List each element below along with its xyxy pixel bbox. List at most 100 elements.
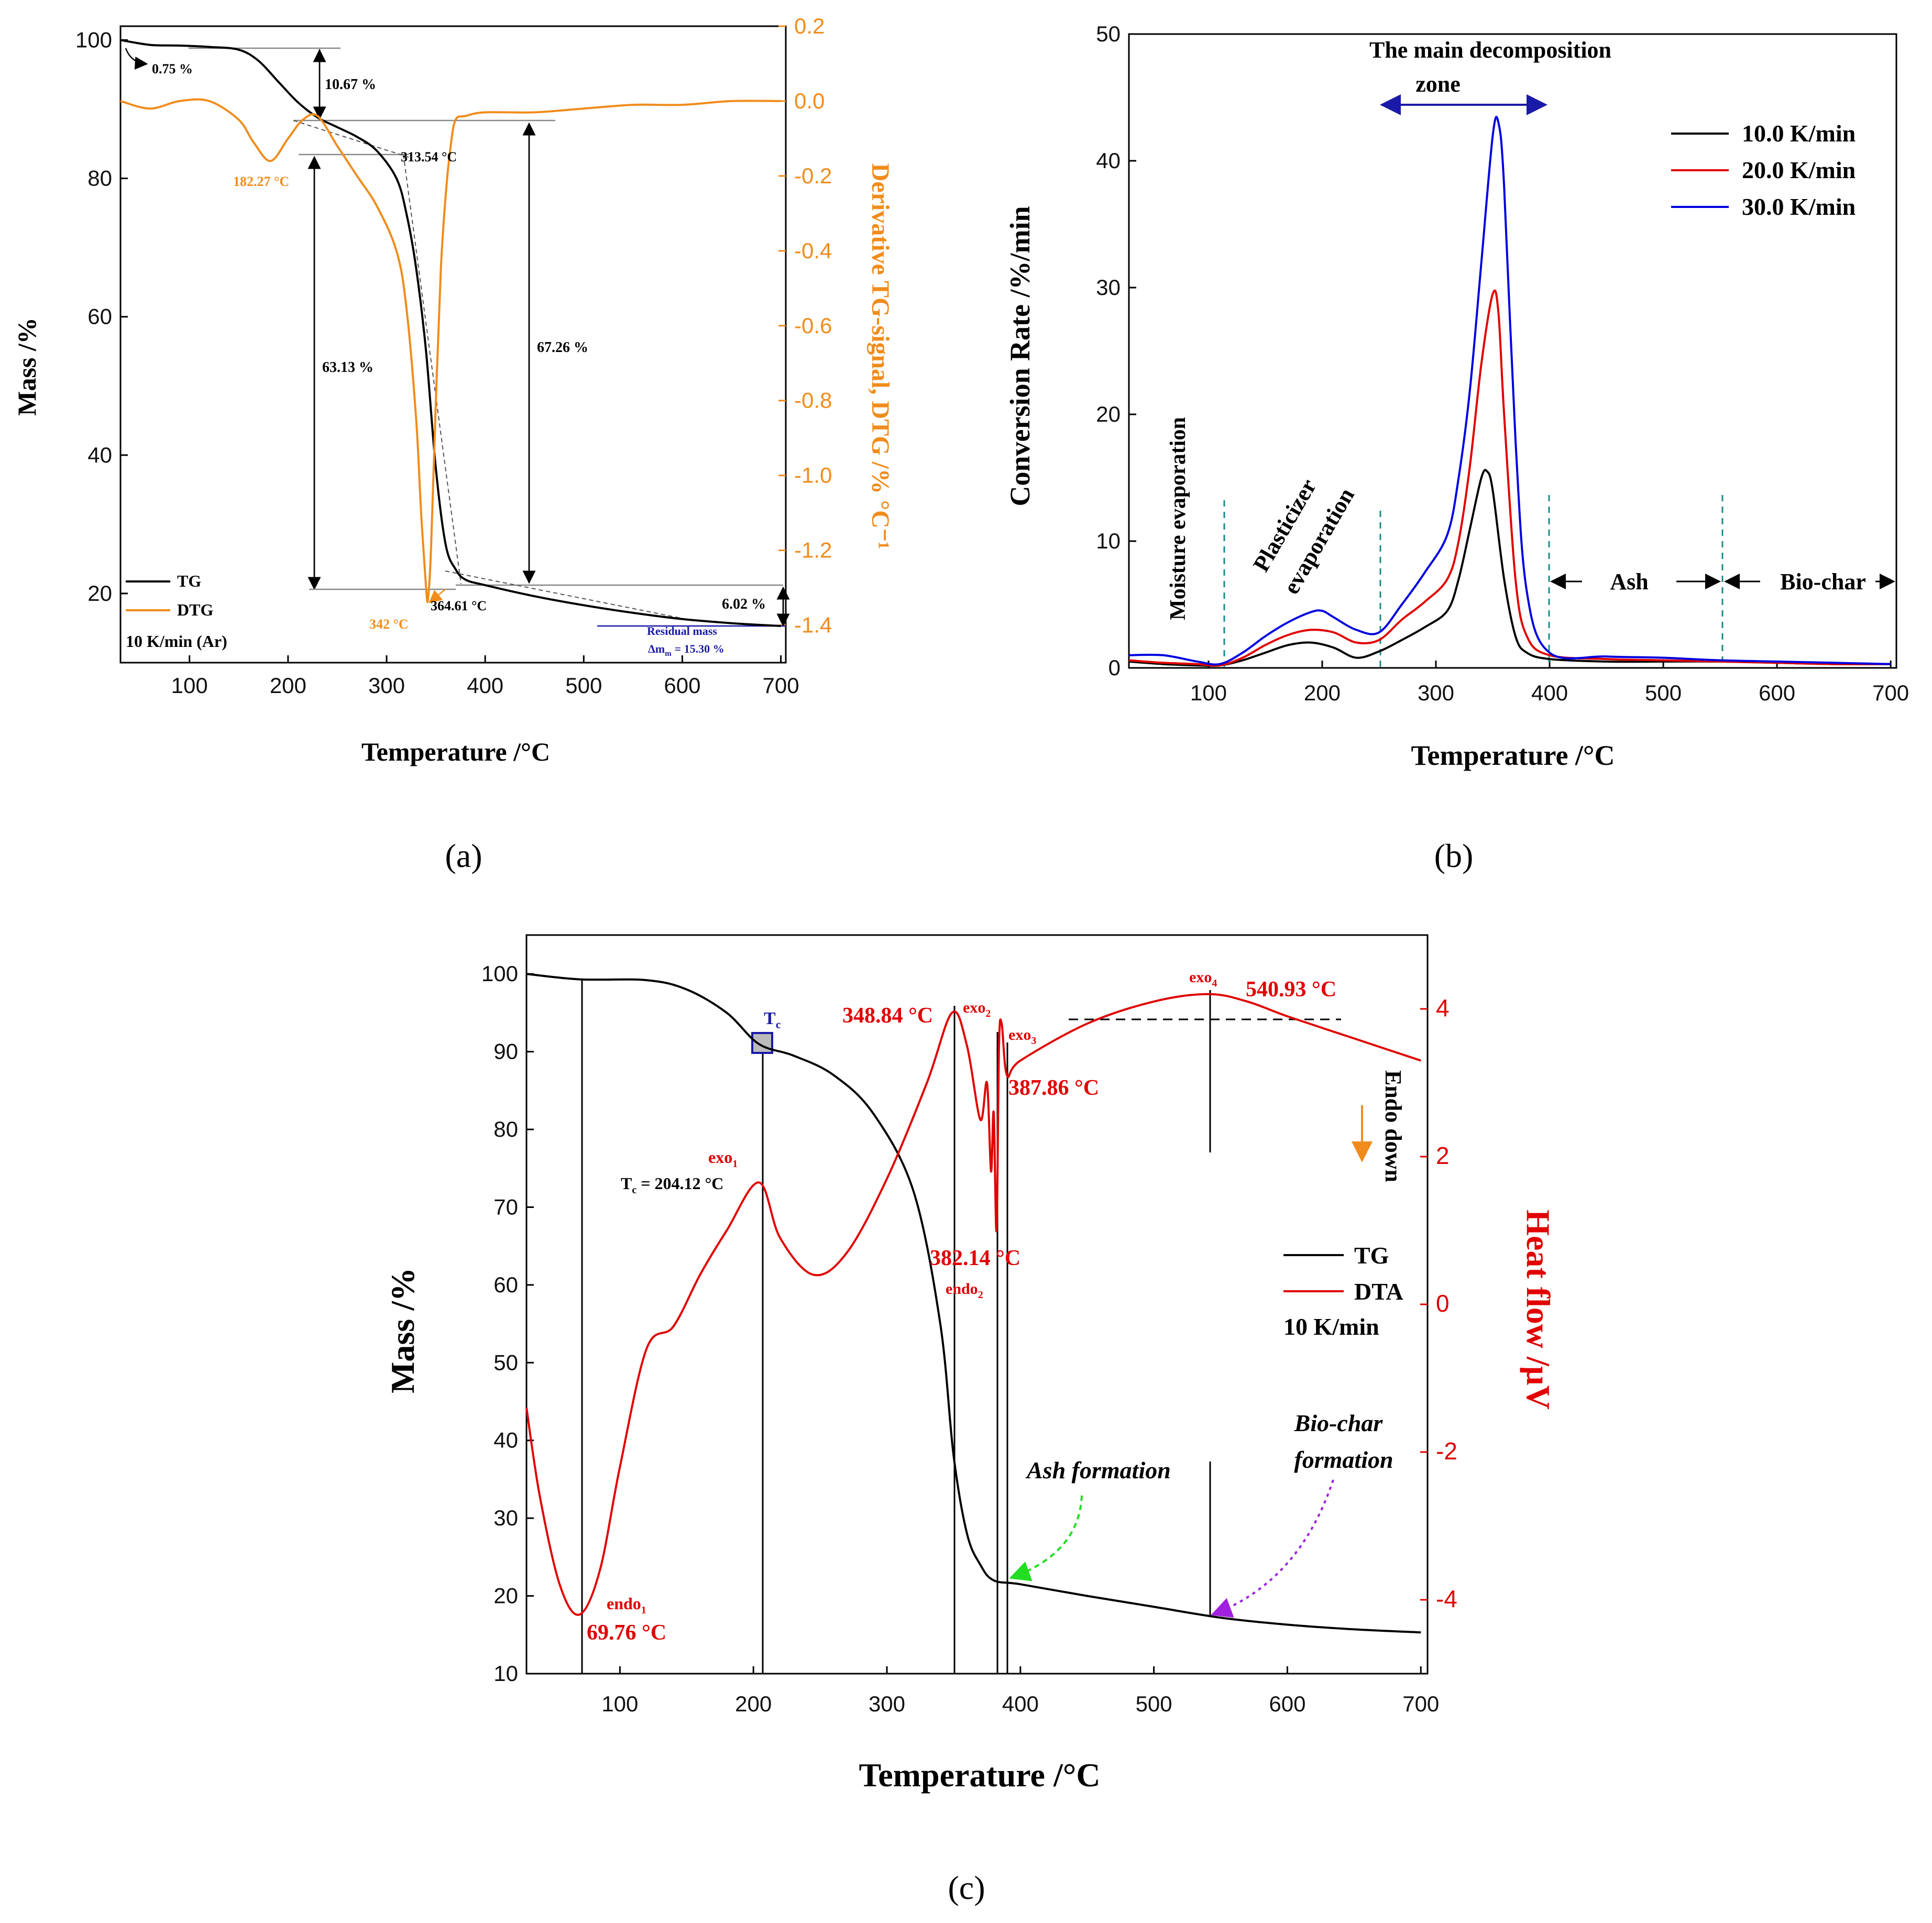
series-line-20k <box>1128 289 1891 667</box>
y-tick-label: 20 <box>87 581 112 606</box>
y-tick-label: 50 <box>493 1350 518 1375</box>
legend-label-10k: 10.0 K/min <box>1742 120 1856 147</box>
annotation: 67.26 % <box>537 339 588 356</box>
y2-tick-label: 0.2 <box>794 14 825 38</box>
y2-tick-label: 4 <box>1436 994 1450 1021</box>
series-line-dtg <box>120 98 781 603</box>
legend-label-dta: DTA <box>1354 1278 1403 1305</box>
annotation: exo4 <box>1189 969 1217 989</box>
annotation: 348.84 °C <box>842 1004 933 1028</box>
annotation: 69.76 °C <box>587 1621 666 1645</box>
legend: TG DTG 10 K/min (Ar) <box>126 572 227 651</box>
annotation: exo2 <box>963 999 991 1019</box>
annotation: 342 °C <box>369 617 409 632</box>
y2-tick-label: 2 <box>1436 1142 1450 1169</box>
x-tick-label: 500 <box>1645 680 1682 705</box>
annotation: endo2 <box>946 1280 983 1301</box>
y2-tick-label: -0.6 <box>794 313 832 338</box>
y-tick-label: 80 <box>493 1117 518 1141</box>
annotation: 63.13 % <box>322 359 374 376</box>
y2-tick-label: -0.4 <box>794 238 832 263</box>
annotation: 540.93 °C <box>1246 977 1336 1002</box>
y2-tick-label: -1.4 <box>794 613 832 638</box>
y-tick-label: 100 <box>481 961 518 986</box>
legend-label-30k: 30.0 K/min <box>1742 193 1856 220</box>
annotation: Ash formation <box>1025 1457 1171 1484</box>
y-tick-label: 20 <box>1096 402 1121 426</box>
annotation: Δmm = 15.30 % <box>648 642 724 658</box>
y-tick-label: 60 <box>87 304 112 329</box>
annotation-text: T <box>764 1009 776 1028</box>
x-tick-label: 200 <box>1304 680 1341 705</box>
annotation: exo1 <box>708 1148 738 1170</box>
annotation: Tc = 204.12 °C <box>621 1174 723 1196</box>
legend-label-rate: 10 K/min (Ar) <box>126 632 227 651</box>
series-line-tg <box>120 39 781 627</box>
series-line-dta <box>525 993 1421 1616</box>
tc-marker <box>751 1032 773 1054</box>
x-tick-label: 100 <box>1190 680 1227 705</box>
annotation: 6.02 % <box>722 596 766 612</box>
x-tick-label: 200 <box>270 673 306 698</box>
plot-frame <box>525 934 1429 1675</box>
x-axis-label: Temperature /°C <box>361 737 550 766</box>
ash-arrow <box>1009 1495 1083 1581</box>
annotation: 387.86 °C <box>1008 1076 1099 1100</box>
annotation: 382.14 °C <box>930 1246 1020 1270</box>
x-tick-label: 600 <box>1759 680 1795 705</box>
y-tick-label: 80 <box>87 166 112 191</box>
x-tick-label: 400 <box>1531 680 1568 705</box>
y-tick-label: 40 <box>493 1428 518 1453</box>
legend-label-rate: 10 K/min <box>1283 1313 1379 1340</box>
y-tick-label: 30 <box>493 1506 518 1530</box>
series-line-10k <box>1128 469 1891 667</box>
series-line-30k <box>1128 116 1891 666</box>
y-axis-label: Conversion Rate /%/min <box>1004 206 1036 507</box>
annotation-text: exo <box>708 1148 732 1167</box>
annotation: Endo down <box>1380 1070 1406 1182</box>
biochar-arrow <box>1211 1479 1334 1618</box>
annotation: endo1 <box>607 1594 646 1616</box>
y2-axis-label: Heat flow /µV <box>1520 1210 1557 1410</box>
y2-tick-label: -1.0 <box>794 463 832 488</box>
annotation-text: Δm <box>648 642 665 655</box>
x-tick-label: 600 <box>664 673 700 698</box>
zone-dividers <box>1223 495 1724 667</box>
annotation: 313.54 °C <box>401 149 457 164</box>
y-tick-label: 10 <box>1096 529 1121 553</box>
annotation: Bio-char <box>1294 1410 1384 1436</box>
x-tick-label: 300 <box>869 1691 905 1716</box>
y-tick-label: 0 <box>1108 655 1121 680</box>
legend-label-tg: TG <box>177 572 201 590</box>
annotation: 0.75 % <box>152 61 193 76</box>
annotation-subscript: 2 <box>978 1289 983 1301</box>
annotation: formation <box>1294 1446 1393 1473</box>
x-tick-label: 300 <box>1418 680 1454 705</box>
annotation: Residual mass <box>647 624 717 638</box>
y-tick-label: 50 <box>1096 21 1121 46</box>
x-tick-label: 400 <box>1002 1691 1039 1716</box>
y2-tick-label: -4 <box>1436 1585 1457 1612</box>
annotation-subscript: c <box>632 1184 636 1196</box>
y2-tick-label: -0.2 <box>794 163 832 188</box>
annotation: The main decomposition <box>1369 37 1611 63</box>
annotation-text: exo <box>1008 1026 1031 1043</box>
annotation-subscript: c <box>776 1018 781 1031</box>
y-axis-label: Mass /% <box>384 1268 421 1393</box>
y-tick-label: 40 <box>1096 148 1121 173</box>
x-tick-label: 100 <box>171 673 208 698</box>
panel-b: 100 200 300 400 500 600 700 0 10 20 30 40 50 The ma… <box>1004 21 1909 874</box>
annotation-text: endo <box>946 1280 978 1298</box>
annotation: Bio-char <box>1780 569 1866 595</box>
y-tick-label: 10 <box>493 1661 518 1686</box>
y-tick-label: 30 <box>1096 275 1121 300</box>
y-axis-label: Mass /% <box>12 317 41 416</box>
annotation-subscript: m <box>665 650 672 658</box>
y-tick-label: 70 <box>493 1194 518 1219</box>
x-tick-label: 300 <box>368 673 405 698</box>
y2-tick-label: 0.0 <box>794 89 825 113</box>
annotation-subscript: 1 <box>641 1605 646 1616</box>
x-tick-label: 700 <box>1402 1691 1439 1716</box>
annotation: zone <box>1415 71 1461 97</box>
